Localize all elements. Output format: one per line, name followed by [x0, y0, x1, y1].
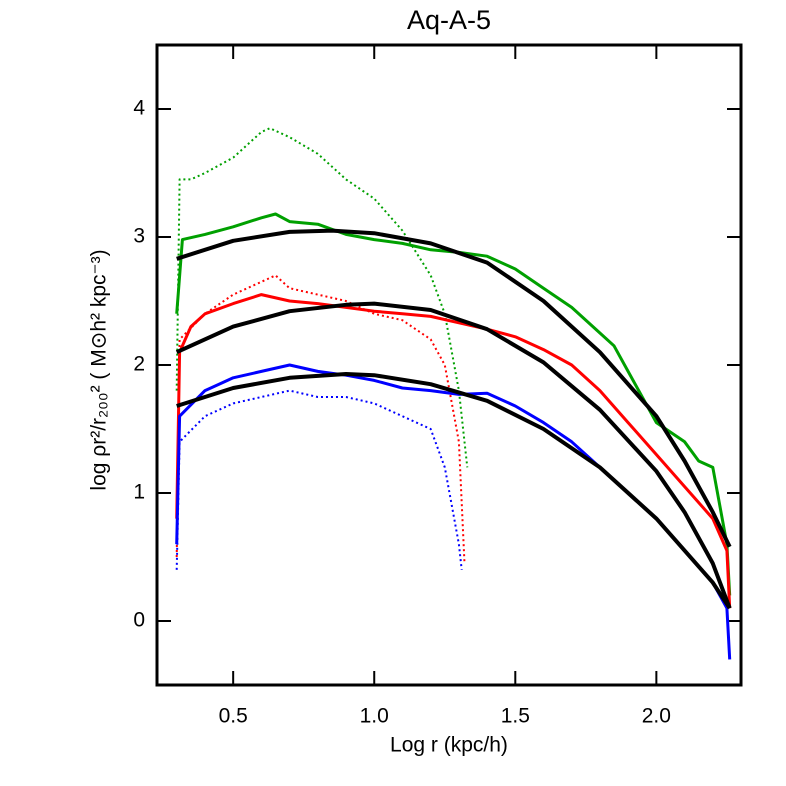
- series-line: [176, 228, 732, 548]
- x-tick-label: 0.5: [219, 705, 248, 728]
- series-line: [176, 372, 732, 610]
- chart-title: Aq-A-5: [407, 5, 491, 35]
- y-axis-label: log ρr²/r₂₀₀² ( M⊙h² kpc⁻³): [88, 249, 111, 490]
- series-line: [175, 389, 463, 570]
- y-tick-label: 2: [133, 353, 145, 376]
- plot-frame: [155, 43, 743, 687]
- y-tick-label: 1: [133, 481, 145, 504]
- series-line: [175, 293, 732, 609]
- series-line: [175, 127, 469, 468]
- y-tick-label: 0: [133, 609, 145, 632]
- series-line: [175, 212, 732, 596]
- x-tick-label: 1.0: [360, 705, 389, 728]
- series-line: [175, 274, 466, 564]
- x-axis-label: Log r (kpc/h): [390, 734, 508, 757]
- y-tick-label: 4: [133, 97, 145, 120]
- y-tick-label: 3: [133, 225, 145, 248]
- series-line: [175, 301, 732, 609]
- x-tick-label: 1.5: [501, 705, 530, 728]
- x-tick-label: 2.0: [642, 705, 671, 728]
